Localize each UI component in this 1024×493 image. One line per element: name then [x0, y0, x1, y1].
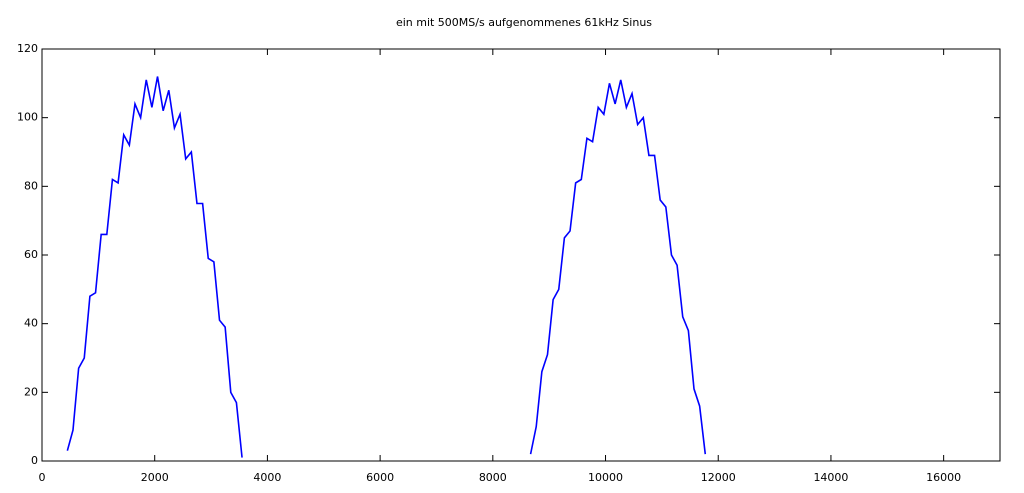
- x-tick-label: 6000: [366, 471, 394, 484]
- x-tick-label: 10000: [588, 471, 623, 484]
- y-tick-label: 100: [17, 111, 38, 124]
- y-tick-label: 80: [24, 179, 38, 192]
- y-tick-label: 60: [24, 248, 38, 261]
- y-tick-label: 120: [17, 42, 38, 55]
- data-line: [66, 76, 707, 458]
- x-tick-label: 2000: [141, 471, 169, 484]
- x-tick-label: 14000: [813, 471, 848, 484]
- y-tick-label: 20: [24, 385, 38, 398]
- x-tick-label: 8000: [479, 471, 507, 484]
- plot-border: [41, 48, 1001, 462]
- x-tick-label: 12000: [701, 471, 736, 484]
- y-tick-label: 40: [24, 317, 38, 330]
- x-tick-label: 16000: [926, 471, 961, 484]
- x-tick-label: 4000: [253, 471, 281, 484]
- chart-title: ein mit 500MS/s aufgenommenes 61kHz Sinu…: [396, 16, 652, 29]
- y-tick-label: 0: [31, 454, 38, 467]
- x-tick-label: 0: [39, 471, 46, 484]
